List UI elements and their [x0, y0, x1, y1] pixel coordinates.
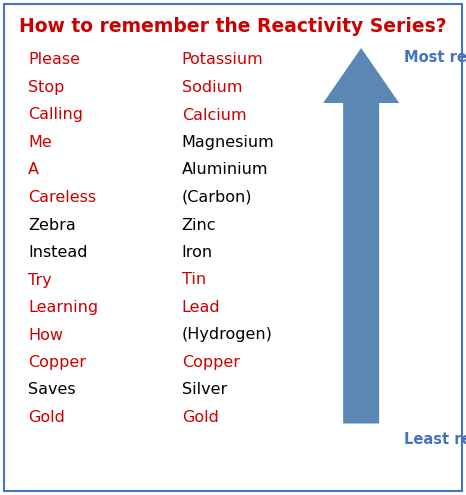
- Text: (Carbon): (Carbon): [182, 190, 252, 205]
- Text: Tin: Tin: [182, 273, 206, 288]
- Text: Calling: Calling: [28, 107, 83, 122]
- Text: Sodium: Sodium: [182, 80, 242, 95]
- Text: Gold: Gold: [182, 410, 219, 425]
- Text: Zinc: Zinc: [182, 217, 216, 233]
- Text: Lead: Lead: [182, 300, 220, 315]
- Text: How: How: [28, 328, 63, 343]
- Text: Try: Try: [28, 273, 52, 288]
- Text: Iron: Iron: [182, 245, 213, 260]
- Text: Copper: Copper: [182, 355, 240, 370]
- Polygon shape: [323, 48, 399, 424]
- Text: Aluminium: Aluminium: [182, 162, 268, 178]
- Text: Stop: Stop: [28, 80, 64, 95]
- Text: How to remember the Reactivity Series?: How to remember the Reactivity Series?: [19, 17, 447, 36]
- Text: Most reactive: Most reactive: [404, 50, 466, 65]
- Text: Please: Please: [28, 52, 80, 67]
- Text: (Hydrogen): (Hydrogen): [182, 328, 273, 343]
- Text: Zebra: Zebra: [28, 217, 75, 233]
- Text: A: A: [28, 162, 39, 178]
- Text: Silver: Silver: [182, 383, 227, 397]
- Text: Gold: Gold: [28, 410, 65, 425]
- Text: Learning: Learning: [28, 300, 98, 315]
- Text: Saves: Saves: [28, 383, 75, 397]
- Text: Potassium: Potassium: [182, 52, 263, 67]
- Text: Instead: Instead: [28, 245, 88, 260]
- Text: Careless: Careless: [28, 190, 96, 205]
- Text: Least reactive: Least reactive: [404, 432, 466, 446]
- Text: Copper: Copper: [28, 355, 86, 370]
- Text: Me: Me: [28, 135, 52, 150]
- Text: Calcium: Calcium: [182, 107, 247, 122]
- Text: Magnesium: Magnesium: [182, 135, 274, 150]
